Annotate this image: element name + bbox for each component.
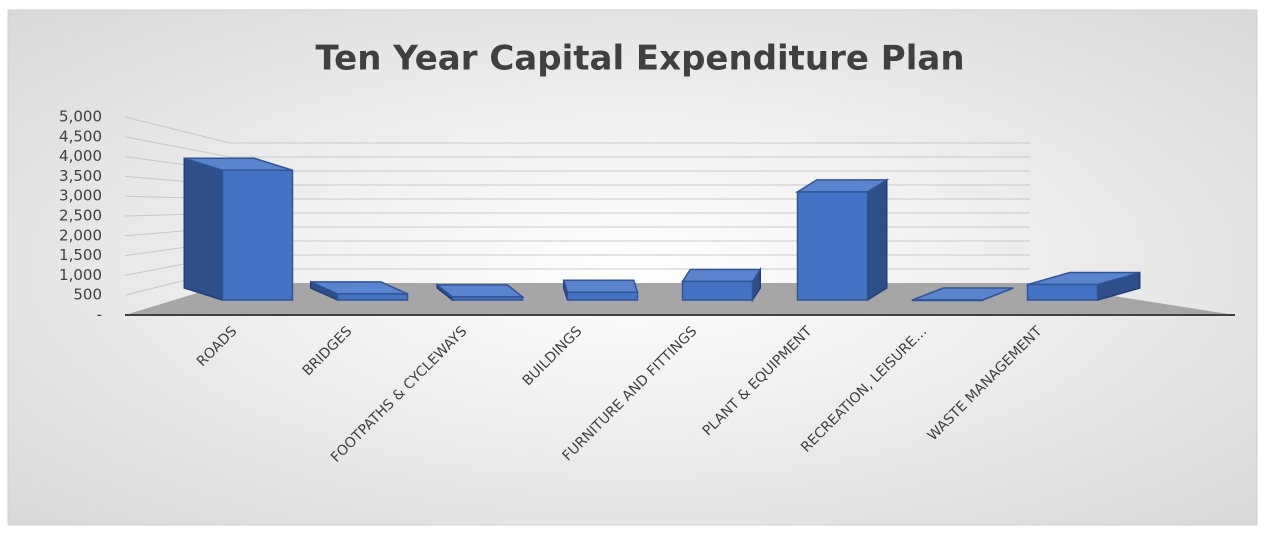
bar-front bbox=[681, 280, 754, 301]
bar bbox=[183, 157, 294, 302]
bar-front bbox=[911, 299, 984, 302]
y-tick-label: 5,000 bbox=[59, 108, 102, 126]
bar bbox=[1026, 271, 1141, 301]
bar-front bbox=[221, 169, 294, 301]
bar-front bbox=[451, 296, 524, 301]
bar-top bbox=[562, 279, 639, 294]
bar-front bbox=[796, 191, 869, 301]
bar bbox=[911, 287, 1014, 302]
y-tick-label: 500 bbox=[73, 286, 102, 304]
bar-top bbox=[681, 268, 762, 283]
bar bbox=[562, 279, 639, 301]
bar bbox=[435, 283, 525, 302]
bar-top bbox=[435, 284, 525, 298]
y-tick-label: 3,000 bbox=[59, 187, 102, 205]
bar bbox=[681, 266, 762, 303]
grid-line bbox=[124, 136, 1030, 158]
chart-title: Ten Year Capital Expenditure Plan bbox=[315, 39, 964, 79]
bar-side bbox=[866, 178, 888, 302]
bar-front bbox=[566, 291, 639, 301]
bar-front bbox=[336, 293, 409, 301]
bar bbox=[794, 178, 890, 302]
y-tick-label: 2,500 bbox=[59, 207, 102, 225]
grid-line bbox=[124, 116, 1030, 144]
bar-side bbox=[183, 157, 224, 302]
y-tick-label: 4,500 bbox=[59, 127, 102, 145]
bar-front bbox=[1026, 283, 1099, 301]
y-tick-label: 3,500 bbox=[59, 167, 102, 185]
y-tick-label: 2,000 bbox=[59, 226, 102, 244]
y-tick-label: 1,500 bbox=[59, 246, 102, 264]
y-tick-label: - bbox=[97, 306, 102, 324]
y-tick-label: 1,000 bbox=[59, 266, 102, 284]
bar bbox=[310, 280, 409, 302]
y-tick-label: 4,000 bbox=[59, 147, 102, 165]
